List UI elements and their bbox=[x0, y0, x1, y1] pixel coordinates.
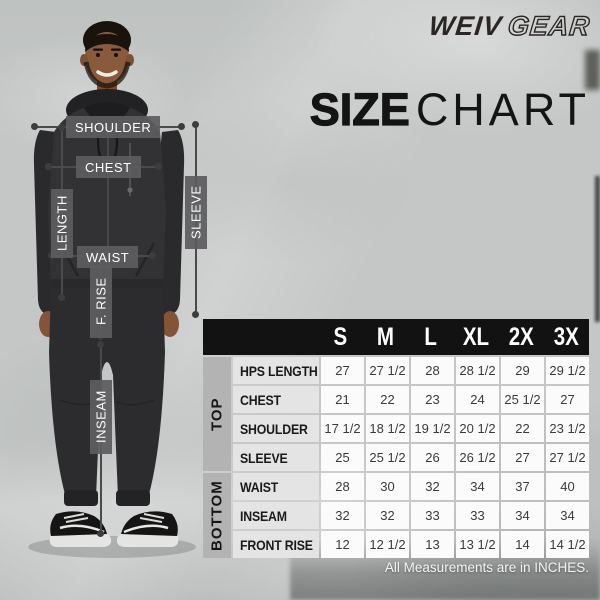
column-header-3x: 3X bbox=[553, 322, 579, 351]
measure-dot bbox=[97, 341, 104, 348]
table-cell: 29 bbox=[501, 357, 544, 384]
measure-dot bbox=[149, 252, 156, 259]
table-cell: 32 bbox=[411, 473, 454, 500]
table-cell: 19 1/2 bbox=[411, 415, 454, 442]
measure-dot bbox=[178, 123, 185, 130]
table-cell: 14 1/2 bbox=[546, 531, 589, 558]
table-cell: 20 1/2 bbox=[456, 415, 499, 442]
annotation-shoulder: SHOULDER bbox=[66, 116, 161, 138]
table-cell: 23 1/2 bbox=[546, 415, 589, 442]
table-cell: 32 bbox=[321, 502, 364, 529]
column-header-s: S bbox=[333, 322, 348, 351]
row-label-hps-length: HPS LENGTH bbox=[233, 357, 319, 384]
table-cell: 32 bbox=[366, 502, 409, 529]
column-header-m: M bbox=[377, 322, 395, 351]
table-cell: 26 1/2 bbox=[456, 444, 499, 471]
table-cell: 25 1/2 bbox=[501, 386, 544, 413]
column-header-2x: 2X bbox=[508, 322, 534, 351]
table-cell: 29 1/2 bbox=[546, 357, 589, 384]
measure-dot bbox=[45, 163, 52, 170]
table-cell: 34 bbox=[546, 502, 589, 529]
size-chart-table: S M L XL 2X 3X TOP BOTTOM HPS LENGTH 27 … bbox=[203, 319, 589, 558]
row-label-chest: CHEST bbox=[233, 386, 319, 413]
row-label-inseam: INSEAM bbox=[233, 502, 319, 529]
table-cell: 21 bbox=[321, 386, 364, 413]
table-cell: 25 1/2 bbox=[366, 444, 409, 471]
table-cell: 12 1/2 bbox=[366, 531, 409, 558]
table-cell: 22 bbox=[501, 415, 544, 442]
table-cell: 28 1/2 bbox=[456, 357, 499, 384]
table-cell: 27 1/2 bbox=[366, 357, 409, 384]
background-dark-object bbox=[585, 50, 600, 90]
measure-dot bbox=[97, 530, 104, 537]
table-cell: 14 bbox=[501, 531, 544, 558]
table-cell: 30 bbox=[366, 473, 409, 500]
table-cell: 22 bbox=[366, 386, 409, 413]
page-title-light: CHART bbox=[415, 84, 590, 135]
table-header-row: S M L XL 2X 3X bbox=[203, 319, 589, 355]
brand-logo-solid: WEIV bbox=[427, 11, 504, 41]
measure-dot bbox=[155, 163, 162, 170]
row-label-front-rise: FRONT RISE bbox=[233, 531, 319, 558]
annotation-chest: CHEST bbox=[76, 156, 141, 178]
units-note: All Measurements are in INCHES. bbox=[384, 560, 589, 575]
table-cell: 33 bbox=[411, 502, 454, 529]
table-cell: 13 1/2 bbox=[456, 531, 499, 558]
table-cell: 33 bbox=[456, 502, 499, 529]
table-cell: 13 bbox=[411, 531, 454, 558]
column-header-xl: XL bbox=[463, 322, 490, 351]
table-cell: 18 1/2 bbox=[366, 415, 409, 442]
table-cell: 34 bbox=[501, 502, 544, 529]
column-header-l: L bbox=[424, 322, 438, 351]
table-cell: 17 1/2 bbox=[321, 415, 364, 442]
table-body: TOP BOTTOM HPS LENGTH 27 27 1/2 28 28 1/… bbox=[203, 357, 589, 558]
measure-dot bbox=[58, 294, 65, 301]
background-dark-edge bbox=[595, 176, 600, 322]
annotation-waist: WAIST bbox=[77, 246, 139, 268]
page-title-bold: SIZE bbox=[309, 83, 410, 135]
annotation-inseam: INSEAM bbox=[90, 380, 112, 454]
row-label-shoulder: SHOULDER bbox=[233, 415, 319, 442]
row-label-waist: WAIST bbox=[233, 473, 319, 500]
annotation-sleeve: SLEEVE bbox=[185, 176, 207, 249]
table-cell: 37 bbox=[501, 473, 544, 500]
measure-dot bbox=[192, 311, 199, 318]
group-label-top: TOP bbox=[203, 357, 231, 471]
brand-logo-outline: GEAR bbox=[506, 10, 593, 41]
table-cell: 27 1/2 bbox=[546, 444, 589, 471]
table-cell: 24 bbox=[456, 386, 499, 413]
page-title: SIZE CHART bbox=[309, 83, 590, 136]
annotation-front-rise: F. RISE bbox=[90, 265, 112, 338]
table-cell: 25 bbox=[321, 444, 364, 471]
measure-dot bbox=[58, 124, 65, 131]
annotation-length: LENGTH bbox=[51, 189, 73, 258]
row-label-sleeve: SLEEVE bbox=[233, 444, 319, 471]
table-cell: 26 bbox=[411, 444, 454, 471]
table-cell: 27 bbox=[546, 386, 589, 413]
measure-dot bbox=[192, 121, 199, 128]
table-cell: 28 bbox=[321, 473, 364, 500]
table-cell: 40 bbox=[546, 473, 589, 500]
table-cell: 27 bbox=[501, 444, 544, 471]
table-cell: 28 bbox=[411, 357, 454, 384]
table-cell: 23 bbox=[411, 386, 454, 413]
measure-dot bbox=[31, 123, 38, 130]
brand-logo: WEIV GEAR bbox=[427, 10, 593, 42]
table-cell: 12 bbox=[321, 531, 364, 558]
group-label-bottom: BOTTOM bbox=[203, 473, 231, 558]
table-cell: 34 bbox=[456, 473, 499, 500]
model-photo bbox=[28, 21, 196, 558]
table-cell: 27 bbox=[321, 357, 364, 384]
